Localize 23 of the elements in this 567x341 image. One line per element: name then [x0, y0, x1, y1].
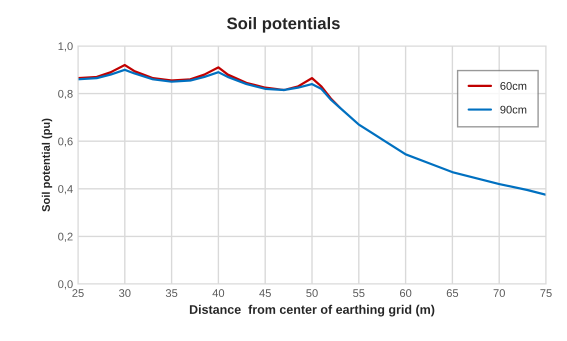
- y-tick-label: 0,6: [58, 137, 73, 147]
- x-tick-label: 70: [494, 289, 505, 298]
- x-tick-label: 45: [259, 289, 271, 298]
- x-tick-label: 65: [446, 289, 458, 298]
- x-tick-label: 40: [212, 289, 224, 298]
- y-tick-label: 0,4: [58, 185, 73, 194]
- x-tick-label: 75: [540, 289, 552, 298]
- legend-label: 90cm: [500, 106, 526, 114]
- y-tick-label: 0,8: [58, 90, 73, 100]
- y-tick-label: 0,0: [58, 280, 73, 290]
- legend-label: 60cm: [500, 82, 526, 90]
- x-axis-title: Distance from center of earthing grid (m): [190, 304, 434, 316]
- x-tick-label: 55: [353, 289, 365, 298]
- x-tick-label: 35: [166, 289, 178, 298]
- x-tick-label: 25: [72, 289, 84, 298]
- y-tick-label: 1,0: [58, 42, 73, 52]
- x-tick-label: 60: [400, 289, 412, 298]
- y-axis-title: Soil potential (pu): [42, 118, 52, 212]
- x-tick-label: 50: [306, 289, 318, 298]
- chart-title: Soil potentials: [227, 17, 340, 33]
- x-tick-label: 30: [119, 289, 131, 298]
- y-tick-label: 0,2: [58, 232, 73, 242]
- line-series: [78, 68, 546, 196]
